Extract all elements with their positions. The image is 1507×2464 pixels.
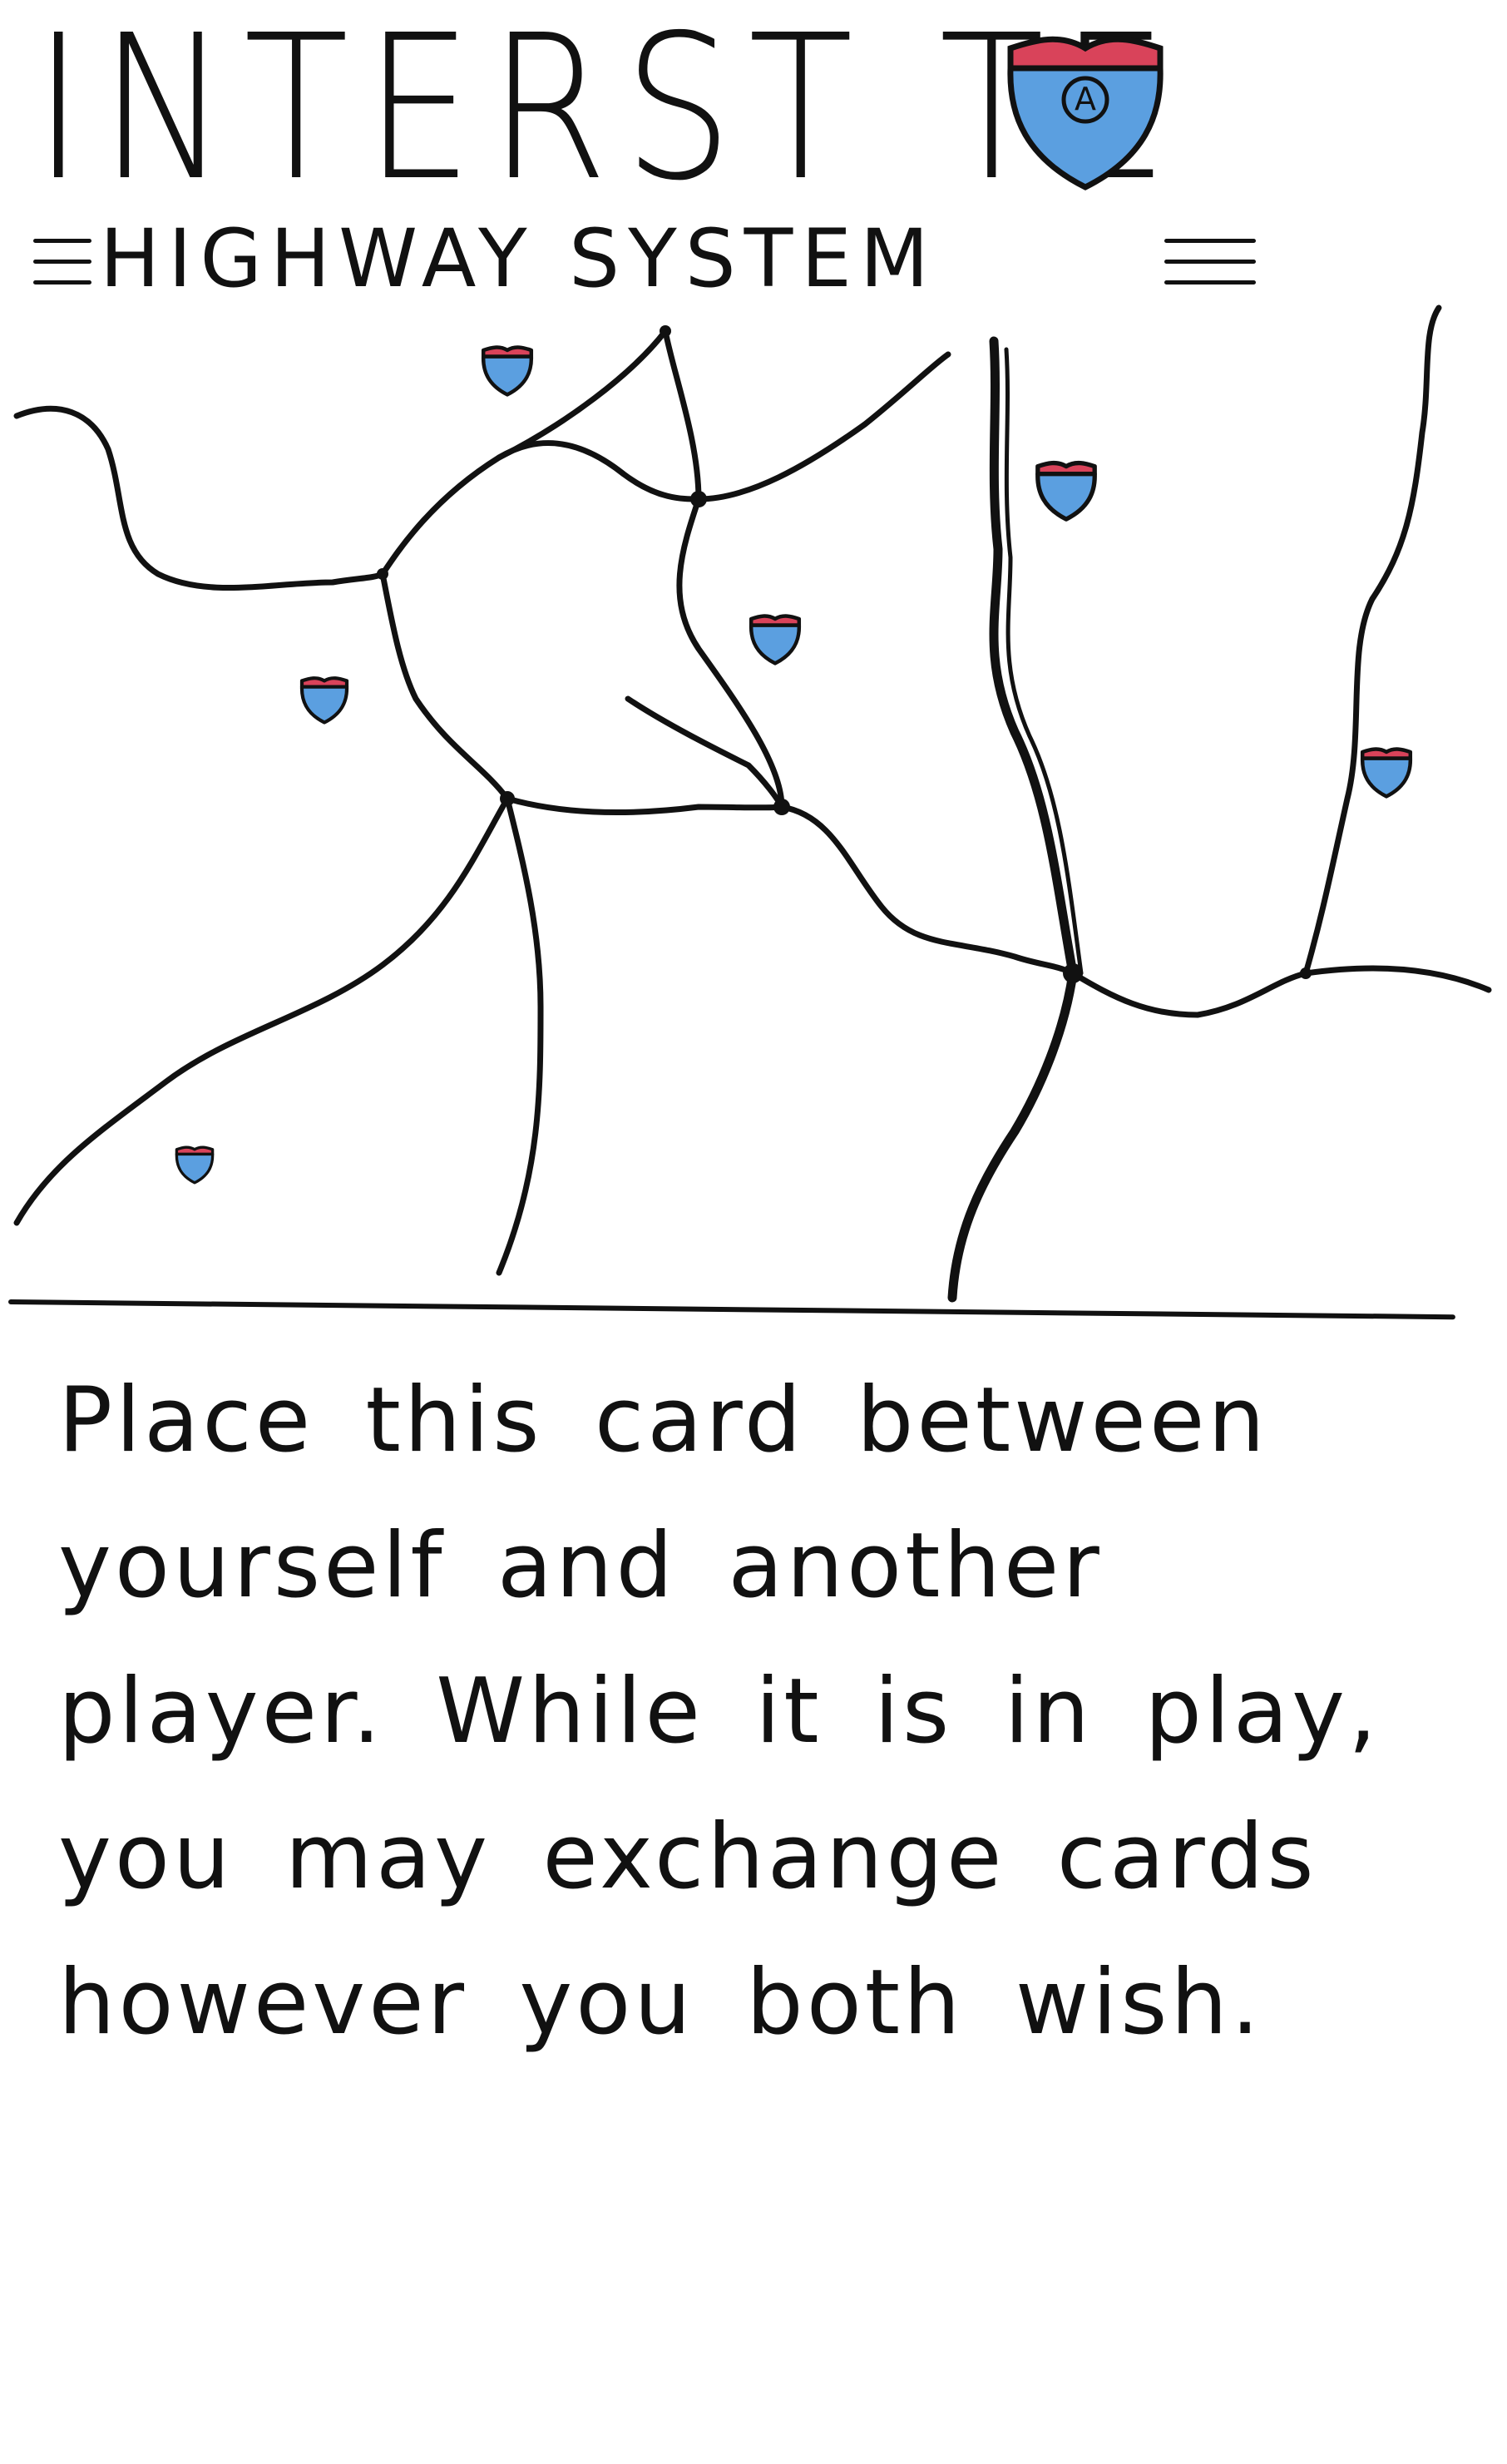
road [695,351,951,502]
junction-dot [500,791,515,806]
interstate-shield-icon [1360,747,1413,799]
junction-dot [1300,967,1312,979]
card-title: INTERST TE [33,0,1184,225]
road [662,328,702,502]
junction-dot [1063,963,1083,983]
road [625,695,785,810]
road [496,795,544,1276]
interstate-shield-icon [1035,460,1097,522]
card-subtitle: HIGHWAY SYSTEM [100,212,937,305]
interstate-shield-icon [481,345,534,397]
road [1070,965,1492,1018]
road [1004,347,1084,976]
road [504,795,1076,977]
road [379,440,702,577]
road [947,336,1078,1303]
junction-dot [773,799,790,815]
road [496,328,669,461]
junction-dot [377,568,388,580]
shield-letter: A [1075,81,1096,117]
subtitle-row: HIGHWAY SYSTEM [33,212,1281,312]
interstate-shield-icon [299,676,349,725]
junction-dot [690,491,707,507]
road [379,571,511,802]
card-title-row: INTERST TE [25,8,1489,216]
road [13,405,386,591]
interstate-shield-icon [175,1145,215,1185]
interstate-shield-icon [749,614,802,665]
road [676,496,785,810]
road [13,795,511,1226]
card-rules-text: Place this card between yourself and ano… [58,1368,1381,2055]
road [1302,304,1442,977]
highway-map [13,304,1492,1303]
interstate-shield-icon: A [1007,36,1164,190]
subtitle-lines-right [1164,239,1256,301]
junction-dot [660,325,671,337]
subtitle-lines-left [33,239,91,301]
